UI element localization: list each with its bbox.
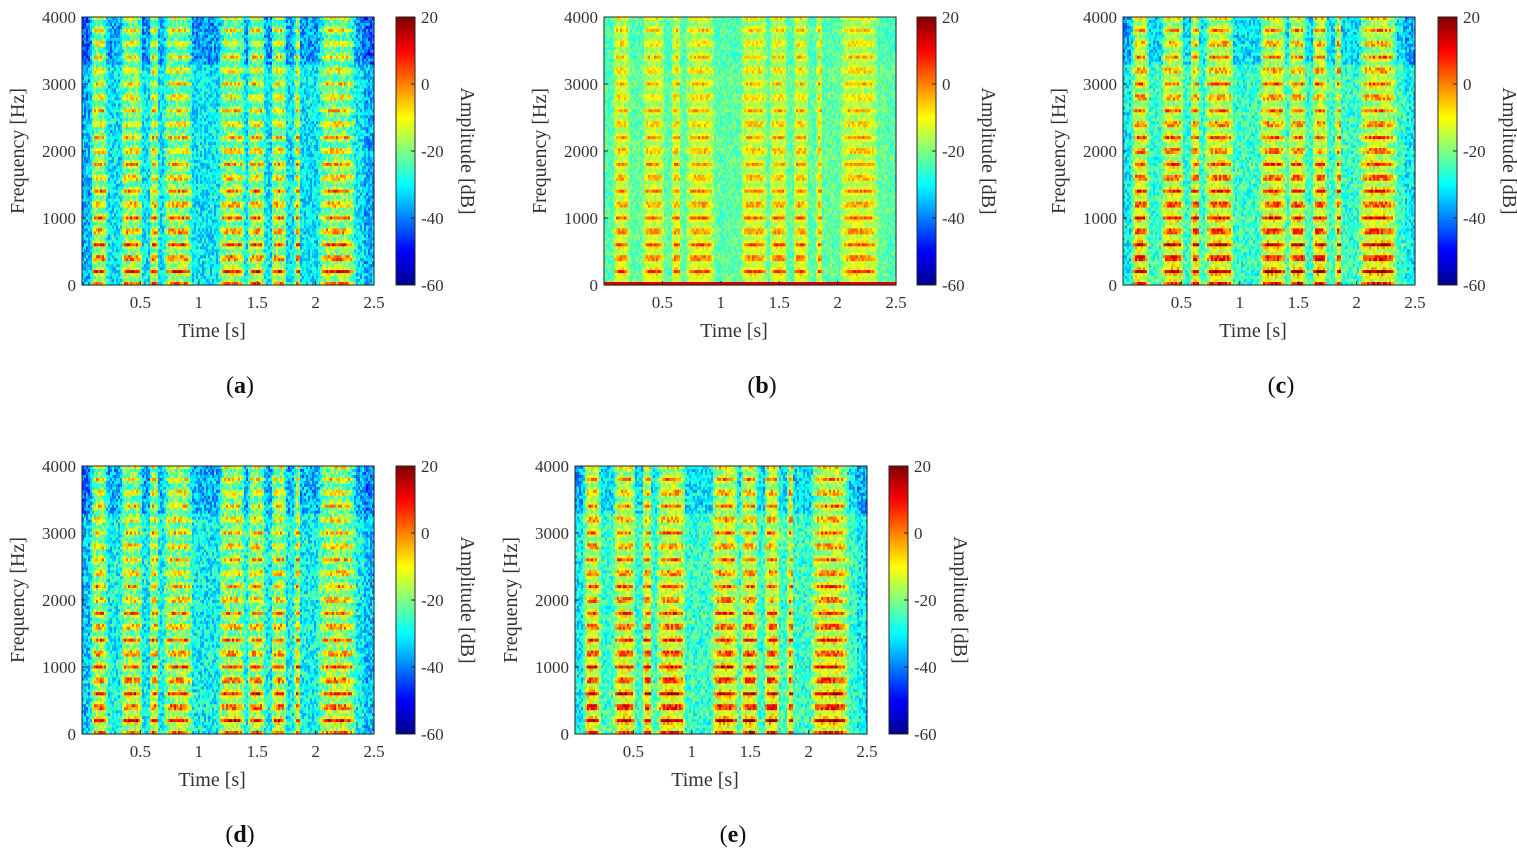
spectrogram-image <box>82 17 375 286</box>
figure: 0.5 1 1.5 2 2.501000200030004000Time [s]Freq… <box>0 0 1517 865</box>
